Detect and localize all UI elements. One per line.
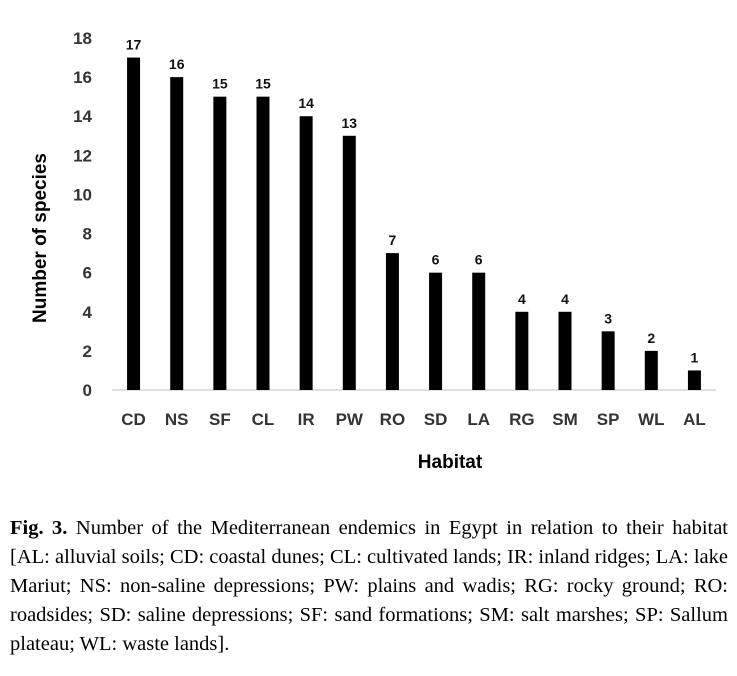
x-tick-label-ns: NS — [165, 410, 189, 429]
data-label-al: 1 — [691, 349, 699, 365]
x-tick-labels-group: CD NS SF CL IR PW RO SD LA RG SM SP WL AL — [121, 410, 705, 429]
bar-cl — [256, 96, 270, 391]
data-label-la: 6 — [475, 252, 483, 268]
bar-la — [472, 272, 486, 390]
data-label-wl: 2 — [647, 330, 655, 346]
y-axis-title: Number of species — [30, 153, 51, 323]
data-label-sm: 4 — [561, 291, 569, 307]
data-label-sf: 15 — [212, 76, 228, 92]
x-tick-label-cd: CD — [121, 410, 146, 429]
data-label-sp: 3 — [604, 310, 612, 326]
y-tick-labels-group: 0 2 4 6 8 10 12 14 16 18 — [73, 29, 92, 400]
y-tick-label-16: 16 — [73, 68, 92, 87]
bar-pw — [342, 135, 356, 390]
x-tick-label-sp: SP — [597, 410, 620, 429]
bar-sp — [601, 331, 615, 390]
y-tick-label-12: 12 — [73, 146, 92, 165]
data-label-pw: 13 — [342, 115, 358, 131]
caption-text: Number of the Mediterranean endemics in … — [10, 517, 729, 655]
bar-chart: 17 16 15 15 14 13 7 6 6 4 4 3 2 1 CD NS SF CL IR PW RO SD LA R… — [30, 29, 716, 473]
x-tick-label-wl: WL — [638, 410, 664, 429]
data-label-cl: 15 — [255, 76, 271, 92]
x-tick-label-ro: RO — [380, 410, 406, 429]
data-label-ir: 14 — [298, 95, 314, 111]
bar-sm — [558, 311, 572, 390]
data-label-rg: 4 — [518, 291, 526, 307]
data-label-ro: 7 — [389, 232, 397, 248]
y-tick-label-6: 6 — [83, 264, 92, 283]
x-tick-label-sf: SF — [209, 410, 231, 429]
bar-rg — [515, 311, 529, 390]
y-tick-label-18: 18 — [73, 29, 92, 48]
y-tick-label-10: 10 — [73, 185, 92, 204]
y-tick-label-14: 14 — [73, 107, 92, 126]
bar-ns — [170, 77, 184, 391]
x-tick-label-sm: SM — [552, 410, 578, 429]
data-label-ns: 16 — [169, 56, 185, 72]
bar-sd — [429, 272, 443, 390]
bar-ro — [385, 253, 399, 390]
figure-caption: Fig. 3. Number of the Mediterranean ende… — [10, 514, 728, 659]
bar-sf — [213, 96, 227, 391]
x-tick-label-pw: PW — [336, 410, 364, 429]
bar-al — [687, 370, 701, 390]
y-tick-label-2: 2 — [83, 342, 92, 361]
bars-group — [127, 57, 701, 391]
x-tick-label-ir: IR — [298, 410, 315, 429]
x-tick-label-cl: CL — [252, 410, 275, 429]
x-axis-title: Habitat — [418, 452, 483, 473]
y-tick-label-0: 0 — [83, 381, 92, 400]
x-tick-label-sd: SD — [424, 410, 448, 429]
x-tick-label-la: LA — [467, 410, 490, 429]
y-tick-label-4: 4 — [83, 303, 93, 322]
data-label-sd: 6 — [432, 252, 440, 268]
bar-cd — [127, 57, 141, 391]
bar-wl — [644, 350, 658, 390]
x-tick-label-rg: RG — [509, 410, 535, 429]
y-tick-label-8: 8 — [83, 225, 92, 244]
bar-ir — [299, 116, 313, 390]
data-label-cd: 17 — [126, 37, 142, 53]
caption-label: Fig. 3. — [10, 517, 68, 539]
data-labels-group: 17 16 15 15 14 13 7 6 6 4 4 3 2 1 — [126, 37, 699, 366]
x-tick-label-al: AL — [683, 410, 706, 429]
